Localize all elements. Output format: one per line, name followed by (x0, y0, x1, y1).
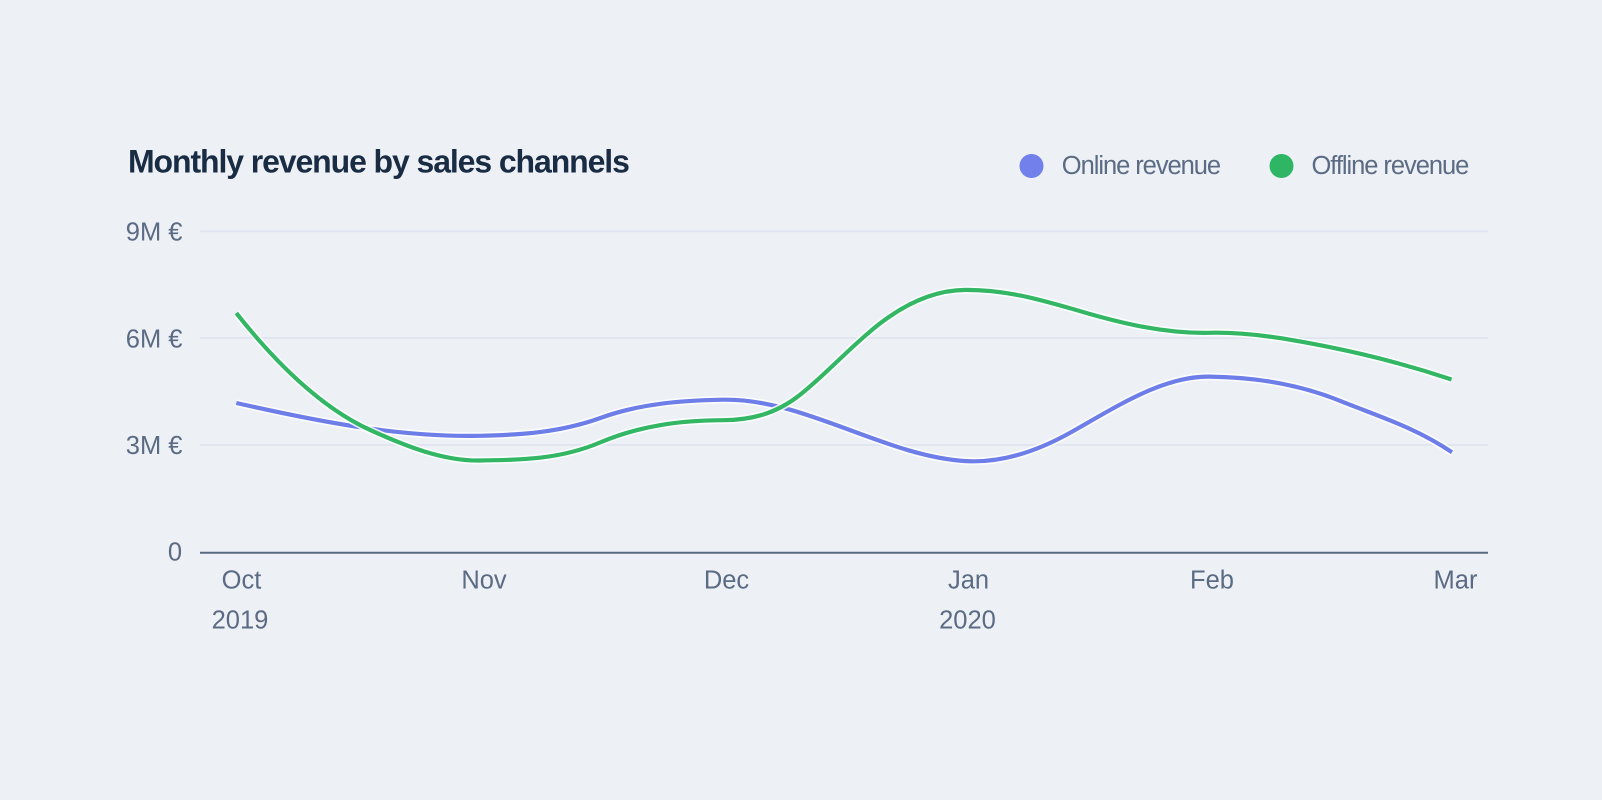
svg-text:Nov: Nov (461, 567, 507, 595)
svg-text:Dec: Dec (704, 567, 750, 595)
svg-text:2019: 2019 (212, 607, 269, 635)
svg-text:Mar: Mar (1434, 567, 1478, 595)
svg-text:Feb: Feb (1190, 567, 1234, 595)
svg-text:Monthly revenue by sales chann: Monthly revenue by sales channels (128, 144, 629, 180)
svg-text:Jan: Jan (948, 567, 989, 595)
svg-text:Online revenue: Online revenue (1062, 152, 1221, 180)
svg-text:3M €: 3M € (126, 432, 183, 460)
svg-text:0: 0 (168, 539, 182, 567)
svg-text:Offline revenue: Offline revenue (1312, 152, 1470, 180)
svg-text:Oct: Oct (222, 567, 262, 595)
svg-text:6M €: 6M € (126, 325, 183, 353)
svg-text:9M €: 9M € (126, 219, 183, 247)
svg-text:2020: 2020 (939, 607, 996, 635)
